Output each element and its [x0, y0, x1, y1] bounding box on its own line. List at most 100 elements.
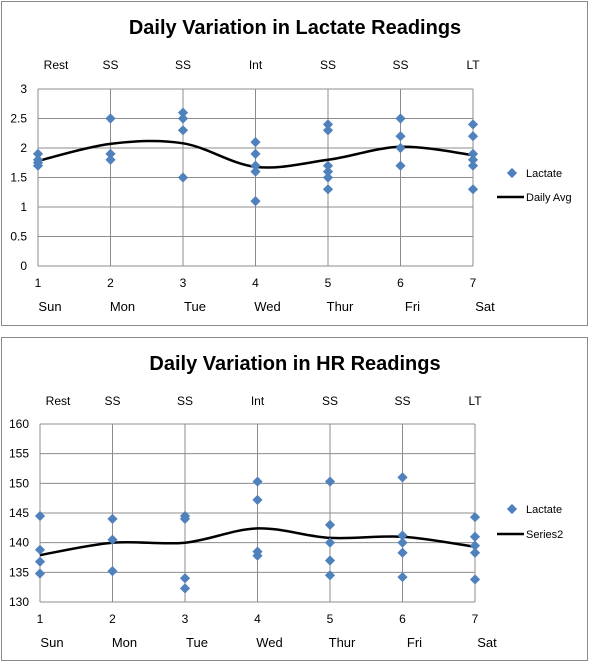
session-label: SS — [392, 58, 408, 72]
scatter-point — [177, 125, 189, 136]
session-label: Rest — [46, 394, 71, 408]
session-label: LT — [466, 58, 480, 72]
day-label: Sat — [477, 635, 497, 650]
scatter-point — [467, 160, 479, 171]
scatter-point — [32, 157, 44, 168]
y-tick-label: 160 — [9, 417, 29, 431]
lactate-chart: Daily Variation in Lactate Readings 0 0.5… — [10, 17, 572, 314]
day-label: Fri — [405, 299, 420, 314]
scatter-point — [469, 531, 481, 542]
y-tick-label: 155 — [9, 447, 29, 461]
lactate-chart-panel: Daily Variation in Lactate Readings 0 0.5… — [1, 1, 588, 326]
scatter-point — [467, 119, 479, 130]
x-tick-label: 6 — [399, 612, 406, 626]
scatter-point — [250, 148, 261, 159]
scatter-point — [395, 131, 406, 142]
x-tick-label: 1 — [35, 276, 42, 290]
scatter-point — [324, 537, 336, 548]
session-label: SS — [322, 394, 338, 408]
y-tick-label: 150 — [9, 476, 29, 490]
x-axis: 1 2 3 4 5 6 7 — [37, 612, 479, 626]
y-tick-label: 2.5 — [10, 112, 27, 126]
day-label: Sun — [40, 635, 63, 650]
day-label: Tue — [186, 635, 208, 650]
day-label: Mon — [112, 635, 137, 650]
scatter-point — [322, 125, 334, 136]
session-label: Int — [249, 58, 263, 72]
day-labels: Sun Mon Tue Wed Thur Fri Sat — [40, 635, 497, 650]
scatter-point — [34, 510, 46, 522]
scatter-point — [250, 166, 261, 177]
scatter-point — [250, 137, 261, 148]
day-label: Wed — [256, 635, 283, 650]
legend: Lactate Daily Avg — [497, 167, 572, 204]
session-label: SS — [175, 58, 191, 72]
scatter-point — [105, 113, 116, 124]
session-label: SS — [104, 394, 120, 408]
y-tick-label: 2 — [20, 141, 27, 155]
scatter-point — [395, 142, 406, 154]
scatter-point — [324, 519, 336, 530]
scatter-point — [322, 184, 334, 195]
y-tick-label: 1.5 — [10, 171, 27, 185]
scatter-point — [469, 547, 481, 558]
x-tick-label: 5 — [327, 612, 334, 626]
day-label: Thur — [329, 635, 356, 650]
legend-label: Daily Avg — [526, 192, 572, 204]
legend-label: Lactate — [526, 168, 562, 180]
scatter-point — [469, 574, 481, 585]
scatter-point — [179, 513, 191, 525]
y-tick-label: 135 — [9, 565, 29, 579]
scatter-point — [395, 160, 406, 171]
x-tick-label: 3 — [180, 276, 187, 290]
legend-marker — [506, 503, 518, 515]
y-tick-label: 0.5 — [10, 230, 27, 244]
day-label: Sat — [475, 299, 495, 314]
y-axis: 130 135 140 145 150 155 160 — [9, 417, 29, 609]
day-label: Thur — [327, 299, 354, 314]
x-tick-label: 5 — [325, 276, 332, 290]
chart-title: Daily Variation in Lactate Readings — [129, 17, 461, 39]
y-tick-label: 0 — [20, 259, 27, 273]
scatter-point — [252, 550, 263, 561]
y-tick-label: 130 — [9, 595, 29, 609]
session-label: LT — [468, 394, 482, 408]
x-tick-label: 7 — [470, 276, 477, 290]
scatter-series — [32, 107, 479, 207]
legend-label: Series2 — [526, 529, 563, 541]
scatter-point — [179, 573, 191, 584]
x-tick-label: 7 — [472, 612, 479, 626]
scatter-point — [322, 172, 334, 183]
scatter-point — [179, 583, 191, 594]
scatter-point — [177, 172, 189, 183]
scatter-point — [252, 476, 263, 487]
y-tick-label: 1 — [20, 200, 27, 214]
scatter-point — [107, 566, 118, 577]
scatter-point — [250, 196, 261, 207]
grid — [37, 88, 474, 267]
scatter-point — [397, 537, 408, 548]
legend-label: Lactate — [526, 504, 562, 516]
scatter-point — [467, 184, 479, 195]
scatter-point — [467, 131, 479, 142]
legend: Lactate Series2 — [497, 503, 563, 541]
scatter-point — [397, 547, 408, 558]
x-tick-label: 2 — [107, 276, 114, 290]
x-tick-label: 3 — [182, 612, 189, 626]
session-label: Rest — [44, 58, 69, 72]
scatter-point — [324, 570, 336, 581]
x-tick-label: 4 — [254, 612, 261, 626]
scatter-point — [177, 107, 189, 118]
hr-chart: Daily Variation in HR Readings 130135140… — [9, 353, 563, 650]
y-tick-label: 145 — [9, 506, 29, 520]
x-tick-label: 1 — [37, 612, 44, 626]
session-label: SS — [320, 58, 336, 72]
hr-chart-panel: Daily Variation in HR Readings 130 135 140… — [1, 337, 588, 661]
scatter-point — [397, 530, 408, 541]
scatter-point — [469, 512, 481, 523]
scatter-point — [250, 160, 261, 171]
x-tick-label: 4 — [252, 276, 259, 290]
day-label: Sun — [38, 299, 61, 314]
scatter-point — [467, 148, 479, 159]
session-label: SS — [394, 394, 410, 408]
